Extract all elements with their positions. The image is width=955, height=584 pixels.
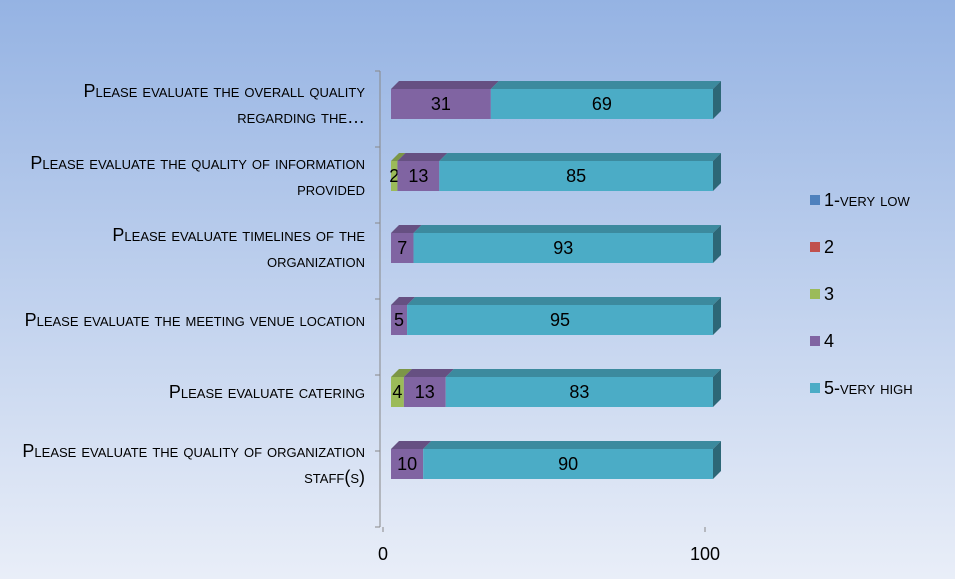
legend-label: 1-very low (824, 190, 911, 210)
bar-side (713, 297, 721, 335)
data-label: 13 (408, 166, 428, 186)
bar-top (423, 441, 721, 449)
legend-swatch (810, 195, 820, 205)
bar-side (713, 81, 721, 119)
bar-side (713, 225, 721, 263)
category-label-box: Please evaluate the quality of organizat… (22, 441, 365, 487)
data-label: 69 (592, 94, 612, 114)
data-label: 95 (550, 310, 570, 330)
bar-front (439, 161, 713, 191)
legend-swatch (810, 289, 820, 299)
bar-front (391, 377, 404, 407)
category-label: Please evaluate the quality of informati… (30, 153, 365, 199)
category-label-box: Please evaluate the quality of informati… (30, 153, 365, 199)
x-tick-label: 0 (378, 544, 388, 564)
data-label: 93 (553, 238, 573, 258)
data-label: 85 (566, 166, 586, 186)
bar-top (391, 369, 412, 377)
bar-segment (490, 81, 721, 119)
bar-front (413, 233, 713, 263)
data-label: 10 (397, 454, 417, 474)
bar-front (391, 161, 398, 191)
bar-segment (439, 153, 721, 191)
bar-top (391, 153, 406, 161)
bar-top (391, 81, 499, 89)
bar-side (713, 369, 721, 407)
bar-front (445, 377, 713, 407)
data-label: 31 (431, 94, 451, 114)
category-label-box: Please evaluate the overall quality rega… (83, 81, 365, 127)
data-label: 2 (389, 166, 399, 186)
bar-front (403, 377, 446, 407)
bar-side (713, 441, 721, 479)
bar-segment (413, 225, 721, 263)
category-label-box: Please evaluate the meeting venue locati… (24, 310, 365, 330)
category-label: Please evaluate the meeting venue locati… (24, 310, 365, 330)
bar-segment (391, 225, 422, 263)
category-label: Please evaluate the overall quality rega… (83, 81, 365, 127)
bar-segment (391, 369, 412, 407)
x-tick-label: 100 (690, 544, 720, 564)
bar-top (391, 225, 422, 233)
bar-top (391, 441, 432, 449)
bar-front (391, 449, 424, 479)
legend-swatch (810, 383, 820, 393)
bar-front (397, 161, 440, 191)
category-label-box: Please evaluate catering (168, 382, 365, 402)
bar-segment (391, 441, 432, 479)
legend-label: 3 (824, 284, 834, 304)
bar-segment (423, 441, 721, 479)
bar-segment (403, 369, 454, 407)
category-label-box: Please evaluate timelines of the organiz… (112, 225, 365, 271)
data-label: 7 (397, 238, 407, 258)
bar-front (423, 449, 713, 479)
bar-top (397, 153, 448, 161)
data-label: 83 (569, 382, 589, 402)
bar-segment (391, 153, 406, 191)
bar-segment (391, 297, 416, 335)
bar-front (391, 305, 408, 335)
bar-top (490, 81, 721, 89)
bar-front (407, 305, 713, 335)
bar-top (391, 297, 416, 305)
category-label: Please evaluate catering (168, 382, 365, 402)
legend-swatch (810, 242, 820, 252)
legend-label: 2 (824, 237, 834, 257)
category-label: Please evaluate timelines of the organiz… (112, 225, 365, 271)
bar-segment (397, 153, 448, 191)
bar-front (391, 233, 414, 263)
bar-segment (445, 369, 721, 407)
bar-segment (407, 297, 721, 335)
bar-front (490, 89, 713, 119)
bar-top (413, 225, 721, 233)
category-label: Please evaluate the quality of organizat… (22, 441, 365, 487)
data-label: 90 (558, 454, 578, 474)
bar-top (445, 369, 721, 377)
bar-top (403, 369, 454, 377)
legend-label: 5-very high (824, 378, 913, 398)
legend-swatch (810, 336, 820, 346)
data-label: 13 (415, 382, 435, 402)
bar-segment (391, 81, 499, 119)
data-label: 4 (392, 382, 402, 402)
legend-label: 4 (824, 331, 834, 351)
bar-top (407, 297, 721, 305)
data-label: 5 (394, 310, 404, 330)
bar-front (391, 89, 491, 119)
bar-top (439, 153, 721, 161)
bar-side (713, 153, 721, 191)
